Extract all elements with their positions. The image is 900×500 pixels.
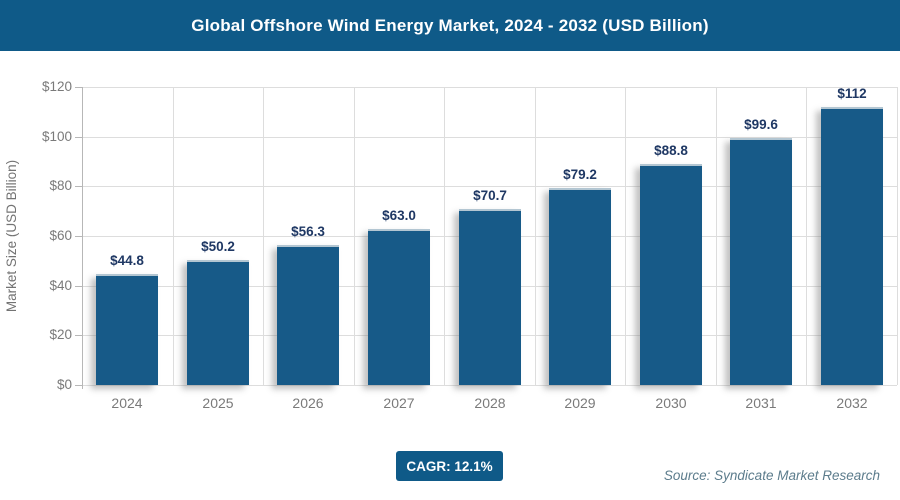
gridline-vertical [897,87,898,385]
gridline-horizontal [82,186,897,187]
bar [368,229,430,385]
y-axis-line [82,87,83,389]
y-axis-tick [75,186,82,187]
bar [277,245,339,385]
bar-value-label: $112 [837,86,867,101]
bar [96,274,158,385]
y-tick-label: $120 [41,79,72,94]
source-text: Source: Syndicate Market Research [663,468,880,483]
y-tick-label: $60 [49,228,72,243]
gridline-vertical [535,87,536,385]
bar [459,209,521,385]
y-axis-tick [75,385,82,386]
bar-value-label: $44.8 [110,253,144,268]
gridline-horizontal [82,87,897,88]
y-tick-label: $100 [41,129,72,144]
bar-value-label: $50.2 [201,239,235,254]
x-tick-label: 2025 [202,395,234,411]
bar-value-label: $63.0 [382,208,416,223]
y-tick-label: $40 [49,278,72,293]
y-axis-tick [75,236,82,237]
bar [187,260,249,385]
cagr-label: CAGR: 12.1% [406,458,493,474]
x-tick-label: 2031 [745,395,777,411]
bar [549,188,611,385]
gridline-vertical [444,87,445,385]
y-axis-tick [75,137,82,138]
x-tick-label: 2024 [111,395,143,411]
x-tick-label: 2029 [564,395,596,411]
x-tick-label: 2027 [383,395,415,411]
x-tick-label: 2032 [836,395,868,411]
bar [640,164,702,385]
bar-value-label: $99.6 [744,117,778,132]
gridline-vertical [354,87,355,385]
y-axis-tick [75,335,82,336]
y-axis-tick [75,87,82,88]
x-tick-label: 2030 [655,395,687,411]
y-tick-label: $20 [49,327,72,342]
bar-value-label: $70.7 [473,188,507,203]
gridline-vertical [806,87,807,385]
gridline-vertical [625,87,626,385]
bar-value-label: $56.3 [291,224,325,239]
gridline-horizontal [82,137,897,138]
bar [730,138,792,385]
x-tick-label: 2028 [474,395,506,411]
bar-value-label: $88.8 [654,143,688,158]
gridline-horizontal [82,385,897,386]
gridline-vertical [263,87,264,385]
gridline-vertical [173,87,174,385]
bar [821,107,883,385]
y-axis-tick [75,286,82,287]
x-tick-label: 2026 [292,395,324,411]
chart-title: Global Offshore Wind Energy Market, 2024… [191,15,709,35]
cagr-badge: CAGR: 12.1% [396,451,503,481]
y-tick-label: $0 [56,377,72,392]
gridline-vertical [716,87,717,385]
chart-header: Global Offshore Wind Energy Market, 2024… [0,0,900,51]
y-tick-label: $80 [49,178,72,193]
bar-value-label: $79.2 [563,167,597,182]
